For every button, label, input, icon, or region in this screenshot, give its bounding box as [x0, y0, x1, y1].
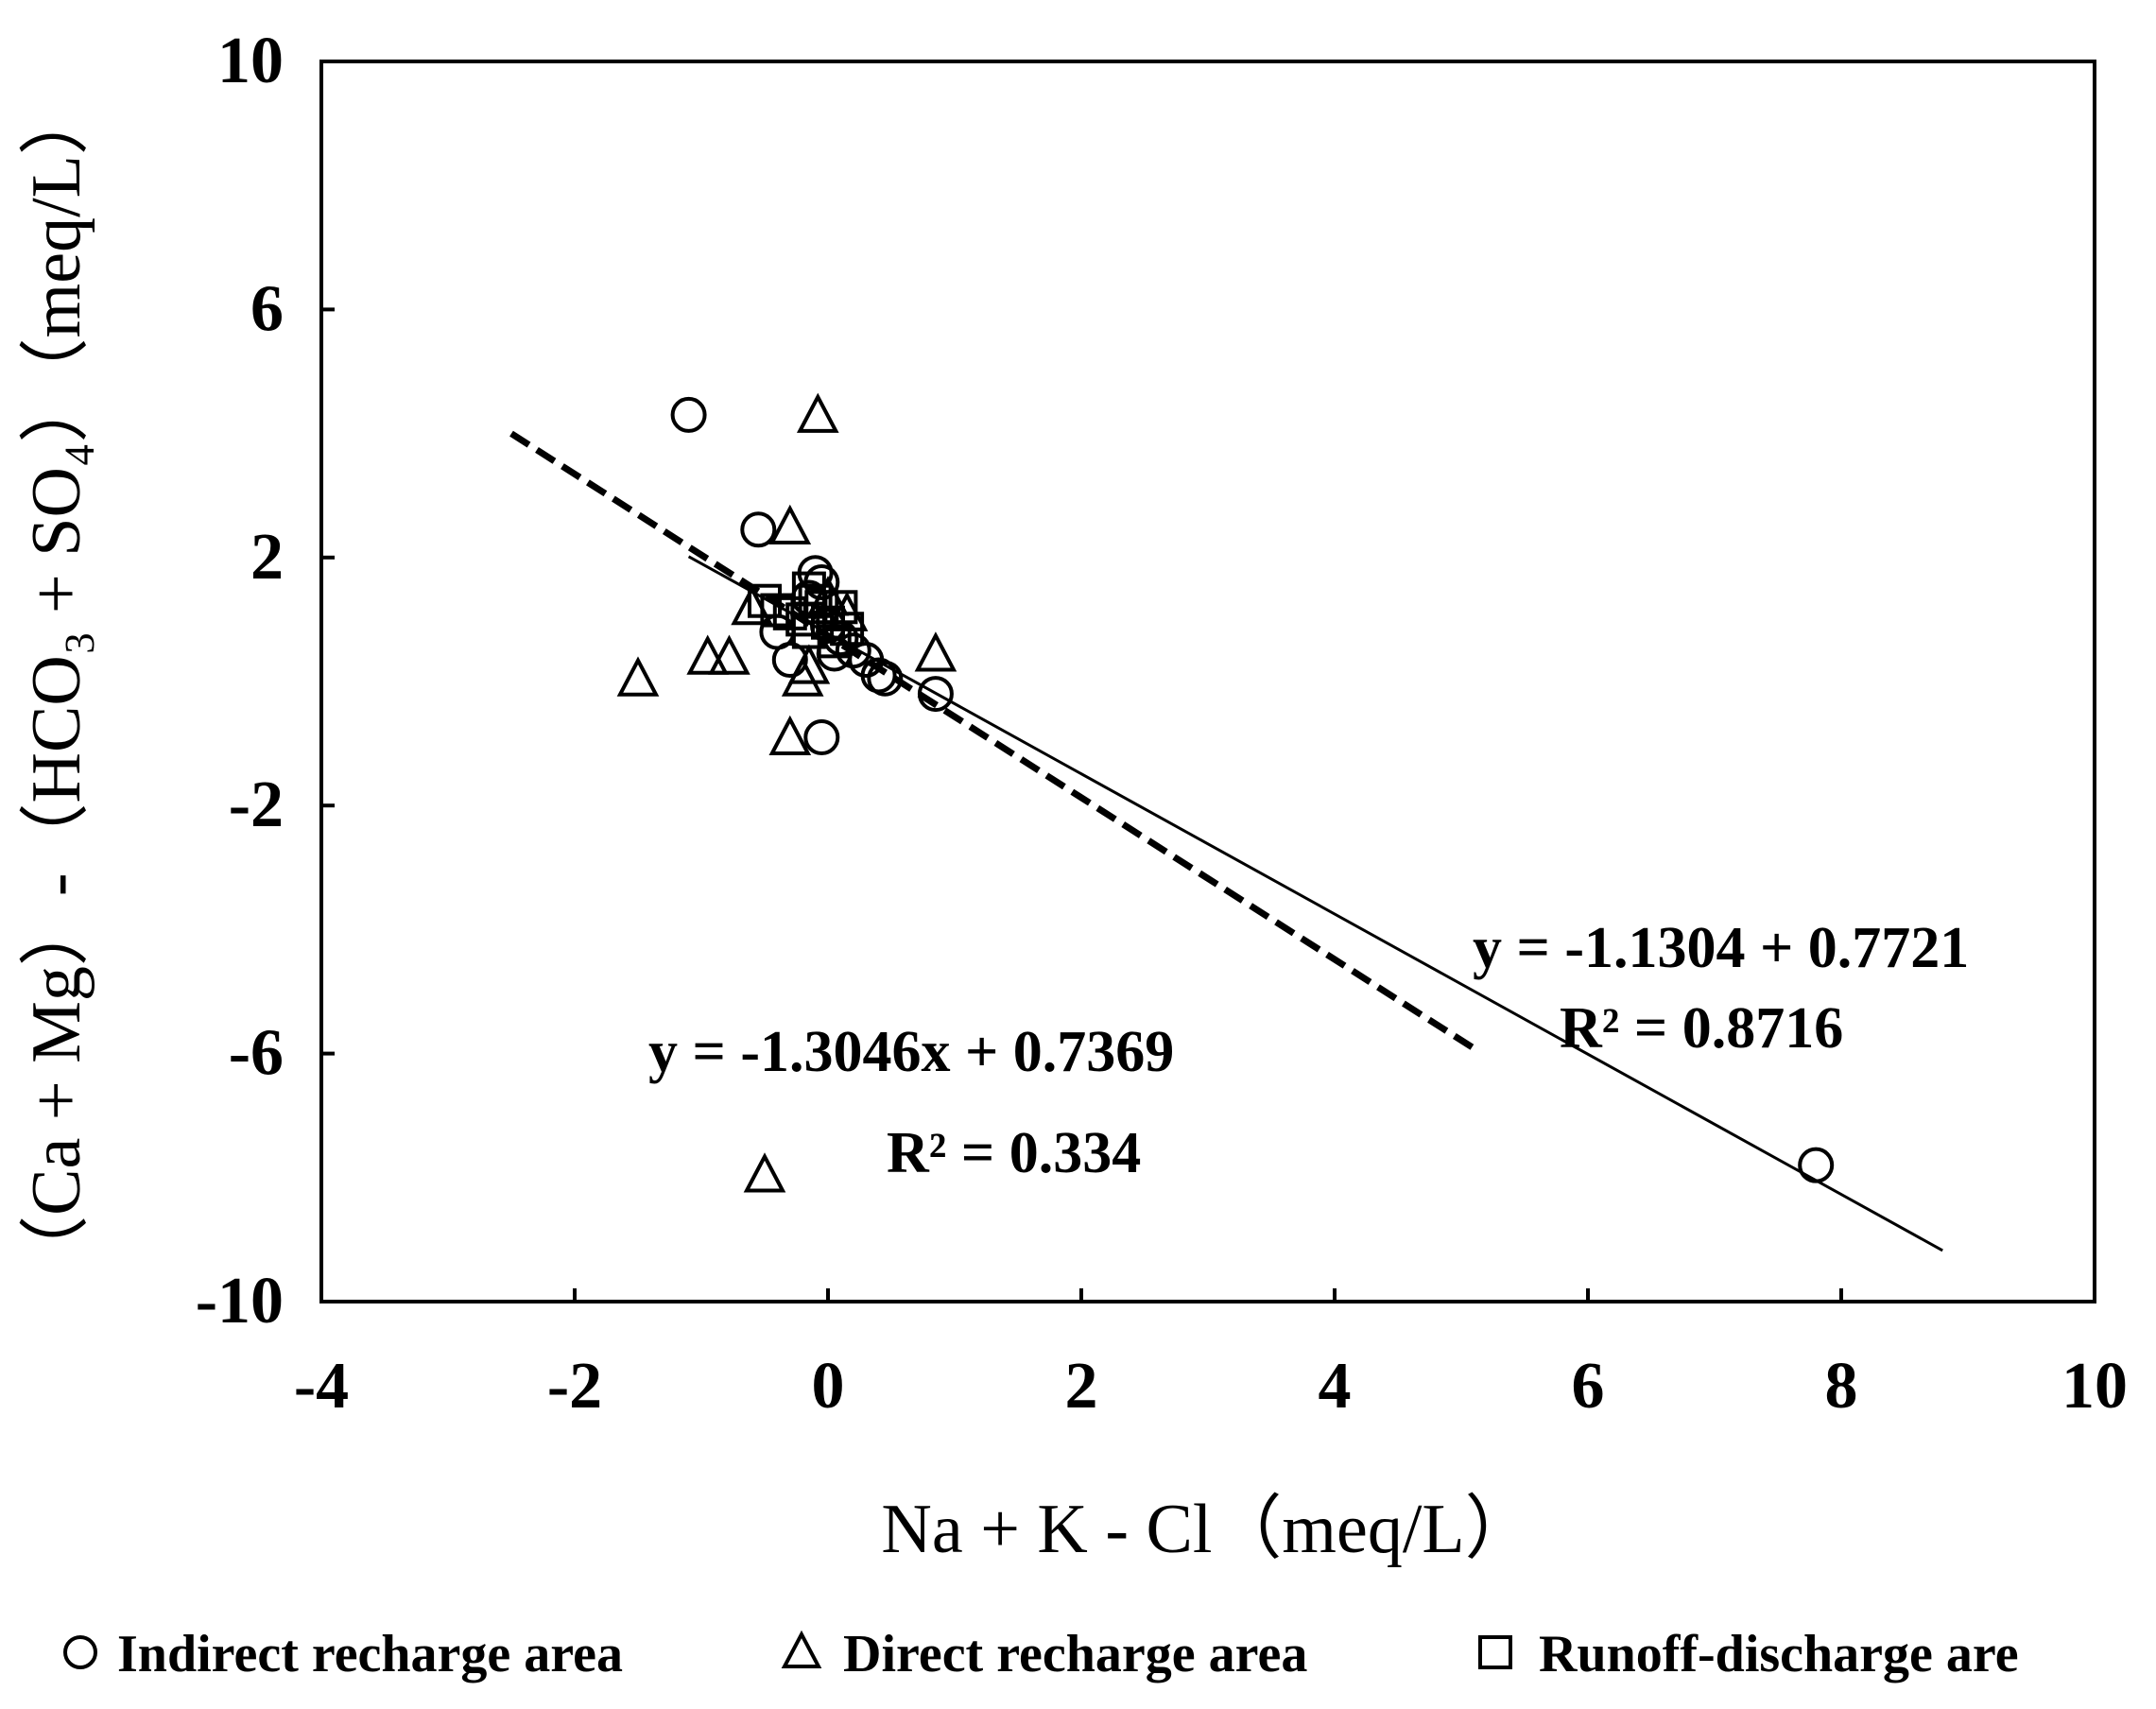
- direct-recharge-point: [708, 634, 750, 675]
- runoff-discharge-point: [798, 583, 833, 618]
- indirect-recharge-point: [670, 396, 707, 433]
- direct-recharge-point: [768, 504, 812, 544]
- y-axis-ticks: 10 6 2 -2 -6 -10: [196, 25, 335, 1338]
- fit-lines: [509, 430, 1943, 1252]
- indirect-recharge-point: [917, 676, 954, 713]
- y-axis-title: （Ca + Mg）-（HCO₃ + SO₄）（meq/L）: [18, 85, 95, 1286]
- square-icon: [1478, 1635, 1512, 1669]
- dashed-fit-equation: y = -1.3046x + 0.7369: [648, 1020, 1174, 1084]
- y-tick-label: 6: [250, 272, 284, 345]
- indirect-recharge-point: [867, 660, 904, 697]
- x-tick-label: 10: [2061, 1350, 2128, 1423]
- y-tick-label: -10: [196, 1265, 284, 1338]
- indirect-recharge-point: [1798, 1147, 1835, 1183]
- runoff-discharge-point: [823, 590, 858, 625]
- y-tick-label: 2: [250, 521, 284, 594]
- triangle-icon: [781, 1630, 822, 1668]
- direct-recharge-point: [796, 392, 839, 433]
- x-tick-label: 0: [812, 1350, 845, 1423]
- x-tick-label: -4: [294, 1350, 349, 1423]
- indirect-recharge-point: [771, 642, 808, 679]
- legend: Indirect recharge area Direct recharge a…: [63, 1625, 2019, 1683]
- legend-label-direct: Direct recharge area: [843, 1625, 1307, 1683]
- runoff-discharge-point: [791, 571, 826, 606]
- direct-recharge-point: [686, 634, 730, 675]
- legend-item-direct: Direct recharge area: [781, 1625, 1307, 1683]
- runoff-discharge-point: [748, 583, 782, 618]
- plot-area: [319, 60, 2096, 1303]
- legend-item-indirect: Indirect recharge area: [63, 1625, 623, 1683]
- direct-recharge-point: [616, 656, 660, 697]
- solid-fit-r2: R² = 0.8716: [1560, 996, 1843, 1061]
- indirect-recharge-point: [740, 511, 777, 548]
- direct-recharge-point: [768, 715, 812, 756]
- data-markers: [616, 392, 1835, 1193]
- legend-label-indirect: Indirect recharge area: [117, 1625, 623, 1683]
- legend-label-runoff: Runoff-discharge are: [1539, 1625, 2019, 1683]
- indirect-recharge-point: [803, 719, 840, 756]
- x-tick-label: 8: [1825, 1350, 1858, 1423]
- y-tick-label: -6: [229, 1017, 284, 1090]
- x-tick-label: -2: [547, 1350, 602, 1423]
- solid-fit-equation: y = -1.1304 + 0.7721: [1473, 916, 1969, 980]
- dashed-fit-r2: R² = 0.334: [887, 1121, 1141, 1185]
- dashed-fit-line: [509, 430, 1476, 1052]
- solid-fit-line: [687, 555, 1943, 1252]
- x-axis-title: Na + K - Cl（meq/L）: [881, 1491, 1534, 1568]
- runoff-discharge-point: [817, 624, 852, 659]
- y-tick-label: -2: [229, 768, 284, 841]
- runoff-discharge-point: [760, 593, 795, 628]
- runoff-discharge-point: [830, 612, 865, 647]
- x-tick-label: 4: [1319, 1350, 1352, 1423]
- x-tick-label: 2: [1065, 1350, 1098, 1423]
- x-tick-label: 6: [1572, 1350, 1605, 1423]
- direct-recharge-point: [743, 1152, 786, 1193]
- direct-recharge-point: [914, 631, 957, 672]
- y-tick-label: 10: [217, 25, 284, 97]
- circle-icon: [63, 1635, 97, 1669]
- legend-item-runoff: Runoff-discharge are: [1478, 1625, 2019, 1683]
- direct-recharge-point: [787, 644, 831, 684]
- x-axis-ticks: -4 -2 0 2 4 6 8 10: [294, 1288, 2128, 1423]
